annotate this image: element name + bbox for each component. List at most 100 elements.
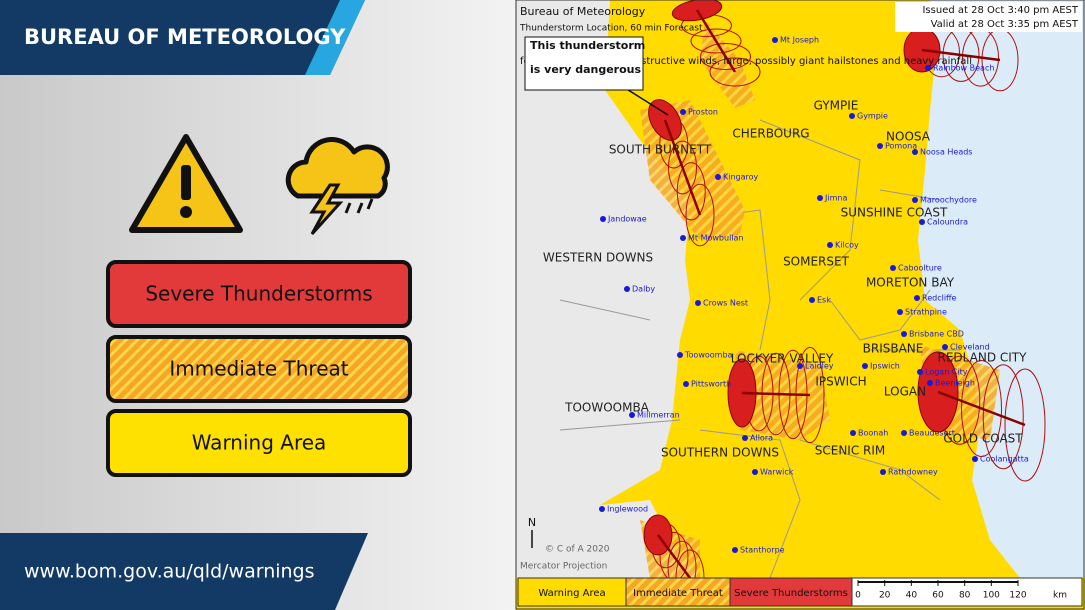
- map-legend-box: [729, 577, 853, 607]
- sea: [918, 0, 1085, 578]
- map-legend-label: Warning Area: [538, 588, 605, 599]
- storm-arrow: [741, 391, 811, 397]
- town-dot: [680, 109, 686, 115]
- region-label: GOLD COAST: [943, 432, 1023, 446]
- town-dot: [817, 195, 823, 201]
- callout-text: This thunderstorm: [530, 39, 645, 52]
- town-label: Strathpine: [905, 308, 947, 317]
- town-label: Redcliffe: [922, 294, 957, 303]
- town-label: Beaudesert: [909, 429, 955, 438]
- town-dot: [972, 456, 978, 462]
- boundary: [559, 299, 651, 321]
- issue-box: [895, 2, 1082, 32]
- map-legend-box: [517, 577, 627, 607]
- town-label: Toowoomba: [684, 351, 733, 360]
- storm-icon: [285, 137, 390, 236]
- town-dot: [797, 363, 803, 369]
- map-legend-label: Severe Thunderstorms: [734, 588, 848, 599]
- map-subtitle: Thunderstorm Location, 60 min Forecast: [519, 24, 703, 34]
- issued: Issued at 28 Oct 3:40 pm AEST: [922, 5, 1078, 16]
- boundary: [559, 419, 681, 431]
- town-label: Laidley: [805, 362, 834, 371]
- storm-arrow: [695, 9, 737, 73]
- town-label: Warwick: [760, 468, 794, 477]
- region-label: NOOSA: [886, 130, 931, 144]
- region-label: SUNSHINE COAST: [841, 206, 948, 220]
- region-label: TOOWOOMBA: [564, 401, 650, 415]
- scale-label: 40: [906, 591, 918, 601]
- region-label: SOUTHERN DOWNS: [661, 446, 779, 460]
- town-label: Noosa Heads: [920, 148, 972, 157]
- town-dot: [925, 65, 931, 71]
- town-dot: [919, 219, 925, 225]
- forecast-track: [982, 364, 1024, 470]
- region-label: SOUTH BURNETT: [609, 143, 712, 157]
- town-dot: [862, 363, 868, 369]
- town-dot: [732, 547, 738, 553]
- header-banner: [0, 0, 365, 75]
- town-label: Stanthorpe: [740, 546, 785, 555]
- town-label: Pittsworth: [691, 380, 731, 389]
- town-label: Logan City: [925, 368, 968, 377]
- town-label: Kingaroy: [723, 173, 759, 182]
- town-dot: [901, 430, 907, 436]
- scale-label: 80: [959, 591, 971, 601]
- town-dot: [912, 197, 918, 203]
- forecast-track: [1004, 368, 1046, 482]
- legend-label: Severe Thunderstorms: [145, 282, 372, 306]
- storm-arrow: [937, 390, 1026, 427]
- town-label: Pomona: [885, 142, 917, 151]
- region-label: REDLAND CITY: [938, 351, 1028, 365]
- forecast-track: [668, 140, 697, 195]
- scale-unit: km: [1053, 591, 1067, 601]
- town-dot: [914, 295, 920, 301]
- town-label: Millmerran: [637, 411, 680, 420]
- callout-box: [524, 36, 644, 91]
- town-label: Cleveland: [950, 343, 990, 352]
- forecast-track: [676, 162, 706, 221]
- scale-label: 100: [983, 591, 1000, 601]
- footer-banner: [0, 533, 368, 610]
- town-dot: [809, 297, 815, 303]
- town-label: Caboolture: [898, 264, 942, 273]
- town-dot: [942, 344, 948, 350]
- town-dot: [850, 430, 856, 436]
- region-label: GYMPIE: [814, 99, 859, 113]
- callout-line: [624, 87, 669, 116]
- town-label: Crows Nest: [703, 299, 748, 308]
- valid: Valid at 28 Oct 3:35 pm AEST: [931, 19, 1079, 30]
- outside-area: [516, 0, 690, 560]
- projection: Mercator Projection: [520, 562, 607, 572]
- town-label: Inglewood: [607, 505, 648, 514]
- town-label: Maroochydore: [920, 196, 977, 205]
- boundary: [799, 439, 941, 501]
- boundary: [829, 289, 931, 341]
- region-label: LOGAN: [884, 385, 926, 399]
- town-label: Rathdowney: [888, 468, 938, 477]
- town-dot: [880, 469, 886, 475]
- header-accent: [305, 0, 365, 75]
- scale-label: 20: [879, 591, 891, 601]
- town-label: Kilcoy: [835, 241, 859, 250]
- boundary: [879, 189, 941, 201]
- forecast-track: [709, 57, 761, 87]
- scale-label: 120: [1009, 591, 1026, 601]
- region-label: BRISBANE: [863, 342, 924, 356]
- map-title: Bureau of Meteorology: [520, 5, 646, 18]
- town-label: Rainbow Beach: [933, 64, 994, 73]
- map-frame: [515, 0, 1085, 610]
- region-label: IPSWICH: [815, 375, 866, 389]
- forecast-track: [690, 28, 742, 54]
- footer-url: www.bom.gov.au/qld/warnings: [24, 561, 315, 583]
- town-dot: [742, 435, 748, 441]
- town-dot: [890, 265, 896, 271]
- boundary: [759, 119, 861, 301]
- legend-box: [106, 409, 412, 477]
- region-label: CHERBOURG: [732, 127, 809, 141]
- town-dot: [677, 352, 683, 358]
- warning-text: for damaging, locally destructive winds,…: [520, 56, 972, 67]
- town-label: Mt Joseph: [780, 36, 819, 45]
- town-dot: [715, 174, 721, 180]
- forecast-track: [700, 43, 751, 70]
